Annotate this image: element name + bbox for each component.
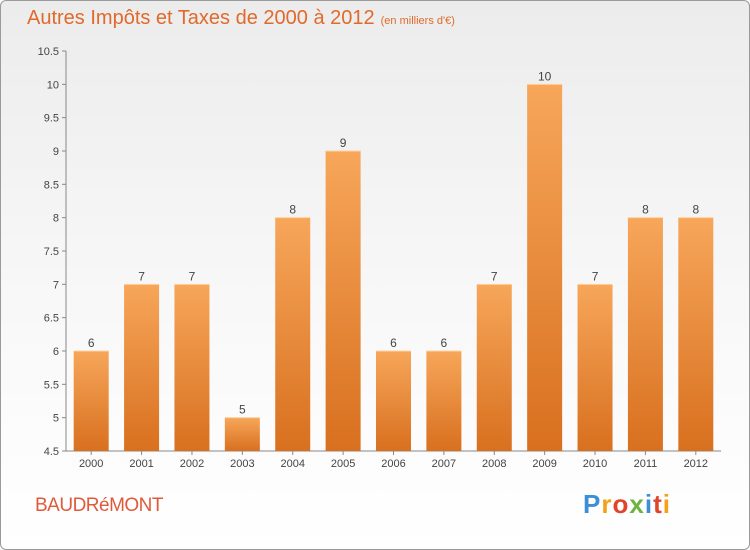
y-tick-label: 8 xyxy=(53,213,59,225)
data-label: 6 xyxy=(88,336,95,350)
logo-letter: i xyxy=(662,489,671,519)
y-tick-label: 7.5 xyxy=(44,246,59,258)
data-label: 7 xyxy=(592,269,599,283)
bar xyxy=(325,151,361,451)
x-tick-label: 2012 xyxy=(684,458,708,470)
bar xyxy=(73,351,109,451)
x-tick-label: 2002 xyxy=(180,458,204,470)
logo-letter: P xyxy=(583,489,602,519)
bar xyxy=(275,217,311,451)
y-tick-label: 6.5 xyxy=(44,313,59,325)
data-label: 9 xyxy=(340,136,347,150)
bar xyxy=(678,217,714,451)
x-tick-label: 2009 xyxy=(532,458,556,470)
data-label: 10 xyxy=(538,69,552,83)
x-tick-label: 2005 xyxy=(331,458,355,470)
proxiti-logo: Proxiti xyxy=(583,489,671,520)
commune-name: BAUDRéMONT xyxy=(35,495,164,516)
data-label: 5 xyxy=(239,403,246,417)
data-label: 8 xyxy=(642,203,649,217)
x-tick-label: 2010 xyxy=(583,458,607,470)
x-tick-label: 2001 xyxy=(129,458,153,470)
y-tick-label: 6 xyxy=(53,346,59,358)
data-label: 8 xyxy=(692,203,699,217)
logo-letter: i xyxy=(644,489,654,519)
x-tick-label: 2007 xyxy=(432,458,456,470)
x-tick-label: 2004 xyxy=(280,458,304,470)
bar xyxy=(224,417,260,451)
data-label: 7 xyxy=(189,269,196,283)
y-tick-label: 9.5 xyxy=(44,113,59,125)
x-tick-label: 2003 xyxy=(230,458,254,470)
y-tick-label: 10 xyxy=(47,79,59,91)
logo-letter: o xyxy=(612,489,630,519)
data-label: 6 xyxy=(441,336,448,350)
y-tick-label: 10.5 xyxy=(38,46,59,58)
y-tick-label: 5 xyxy=(53,413,59,425)
y-tick-label: 7 xyxy=(53,279,59,291)
y-tick-label: 5.5 xyxy=(44,379,59,391)
x-tick-label: 2008 xyxy=(482,458,506,470)
y-tick-label: 4.5 xyxy=(44,446,59,458)
bar xyxy=(124,284,160,451)
x-tick-label: 2011 xyxy=(634,458,658,470)
data-label: 8 xyxy=(289,203,296,217)
bar xyxy=(577,284,613,451)
x-tick-label: 2006 xyxy=(381,458,405,470)
title-unit: (en milliers d'€) xyxy=(380,15,455,27)
bar xyxy=(174,284,210,451)
title-text: Autres Impôts et Taxes de 2000 à 2012 xyxy=(27,7,375,29)
logo-letter: t xyxy=(653,489,663,519)
bar xyxy=(627,217,663,451)
data-label: 6 xyxy=(390,336,397,350)
data-label: 7 xyxy=(138,269,145,283)
x-tick-label: 2000 xyxy=(79,458,103,470)
logo-letter: r xyxy=(601,489,613,519)
bar xyxy=(476,284,512,451)
logo-letter: x xyxy=(629,489,645,519)
bar xyxy=(376,351,411,451)
bar xyxy=(426,351,462,451)
chart-title: Autres Impôts et Taxes de 2000 à 2012 (en… xyxy=(27,7,455,30)
y-tick-label: 8.5 xyxy=(44,179,59,191)
bar xyxy=(527,84,563,451)
y-tick-label: 9 xyxy=(53,146,59,158)
data-label: 7 xyxy=(491,269,498,283)
